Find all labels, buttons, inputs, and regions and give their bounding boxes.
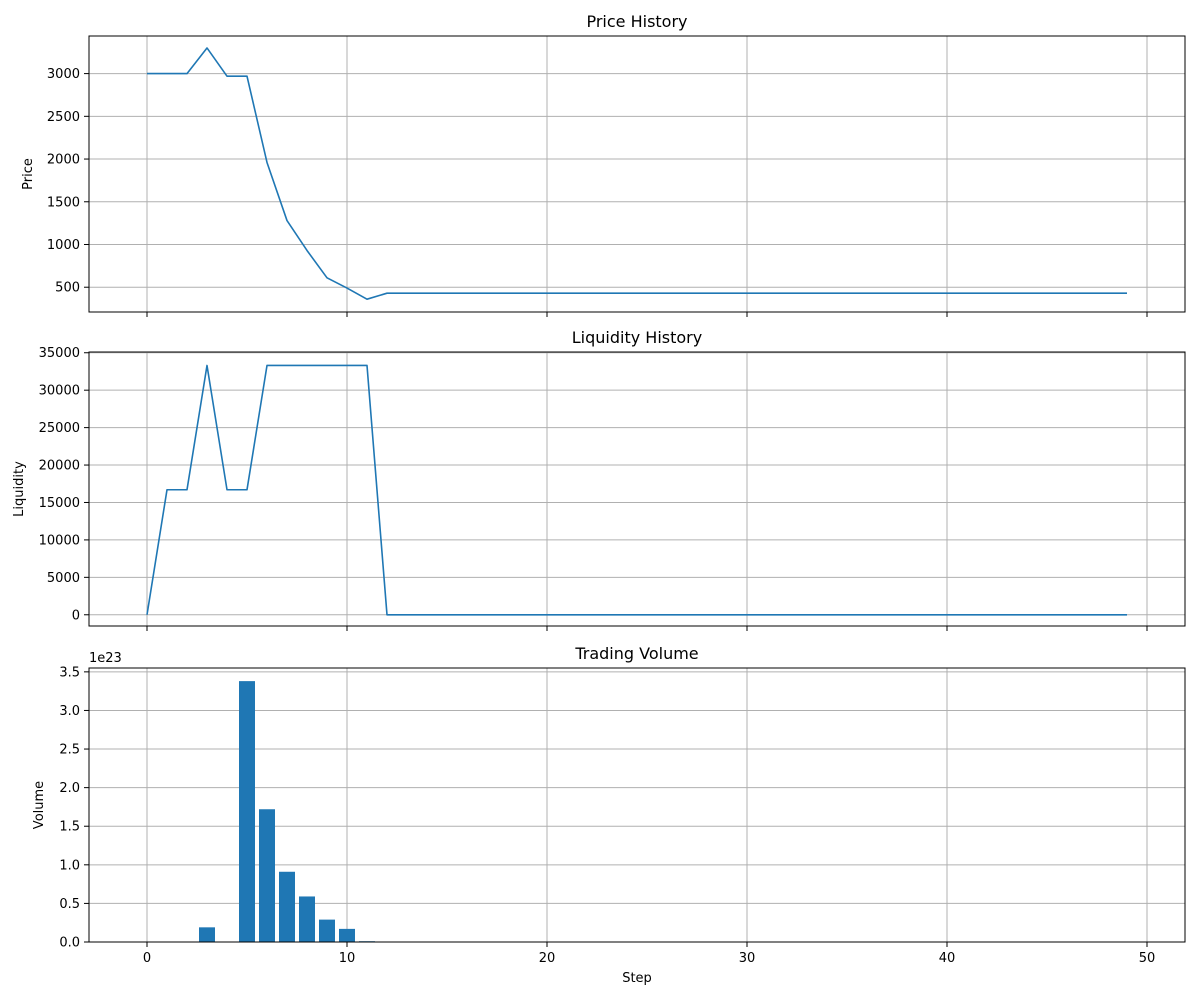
y-tick-label: 2.5 — [59, 743, 80, 758]
panel-3: 0 10 20 30 40 50 0.0 0.5 1.0 1.5 2.0 2.5 3.0 3.5 Tradi… — [32, 644, 1186, 986]
y-tick-label: 5000 — [47, 571, 80, 586]
x-tick-label: 0 — [143, 951, 151, 966]
panel-2: 0 5000 10000 15000 20000 25000 30000 35000 Liqui… — [12, 328, 1186, 631]
y-tick-label: 1.5 — [59, 820, 80, 835]
panel-1: 500 1000 1500 2000 2500 3000 Price History Pric… — [21, 12, 1186, 317]
bar — [239, 681, 255, 942]
x-tick-label: 10 — [339, 951, 356, 966]
y-tick-label: 3000 — [47, 67, 80, 82]
bar — [259, 809, 275, 942]
plot-frame — [88, 667, 1186, 943]
y-tick-label: 500 — [55, 281, 80, 296]
x-axis-label: Step — [622, 971, 652, 986]
x-tick-label: 20 — [539, 951, 556, 966]
chart-title: Liquidity History — [572, 328, 702, 347]
y-tick-label: 0.5 — [59, 897, 80, 912]
y-tick-label: 2000 — [47, 153, 80, 168]
y-tick-label: 20000 — [39, 459, 80, 474]
y-axis-label: Price — [21, 158, 36, 190]
y-tick-label: 3.0 — [59, 704, 80, 719]
series-line — [147, 47, 1127, 300]
y-tick-label: 10000 — [39, 533, 80, 548]
bar — [199, 927, 215, 942]
chart-title: Trading Volume — [574, 644, 698, 663]
x-tick-label: 50 — [1139, 951, 1156, 966]
plot-frame — [88, 35, 1186, 313]
y-tick-label: 0.0 — [59, 936, 80, 951]
y-tick-label: 1000 — [47, 238, 80, 253]
y-tick-label: 35000 — [39, 346, 80, 361]
x-tick-label: 30 — [739, 951, 756, 966]
y-tick-label: 0 — [72, 608, 80, 623]
chart-title: Price History — [586, 12, 687, 31]
y-tick-label: 30000 — [39, 384, 80, 399]
x-tick-label: 40 — [939, 951, 956, 966]
y-tick-label: 25000 — [39, 421, 80, 436]
y-tick-label: 2.0 — [59, 781, 80, 796]
y-tick-label: 2500 — [47, 110, 80, 125]
y-axis-label: Volume — [32, 781, 47, 829]
y-tick-label: 15000 — [39, 496, 80, 511]
series-line — [146, 364, 1127, 616]
y-tick-label: 3.5 — [59, 665, 80, 680]
bar — [319, 919, 335, 942]
y-offset-label: 1e23 — [89, 651, 122, 666]
plot-frame — [88, 351, 1186, 627]
y-tick-label: 1500 — [47, 195, 80, 210]
bar — [279, 871, 295, 942]
y-tick-label: 1.0 — [59, 858, 80, 873]
bar — [299, 896, 315, 942]
y-axis-label: Liquidity — [12, 461, 27, 517]
bar — [339, 928, 355, 942]
